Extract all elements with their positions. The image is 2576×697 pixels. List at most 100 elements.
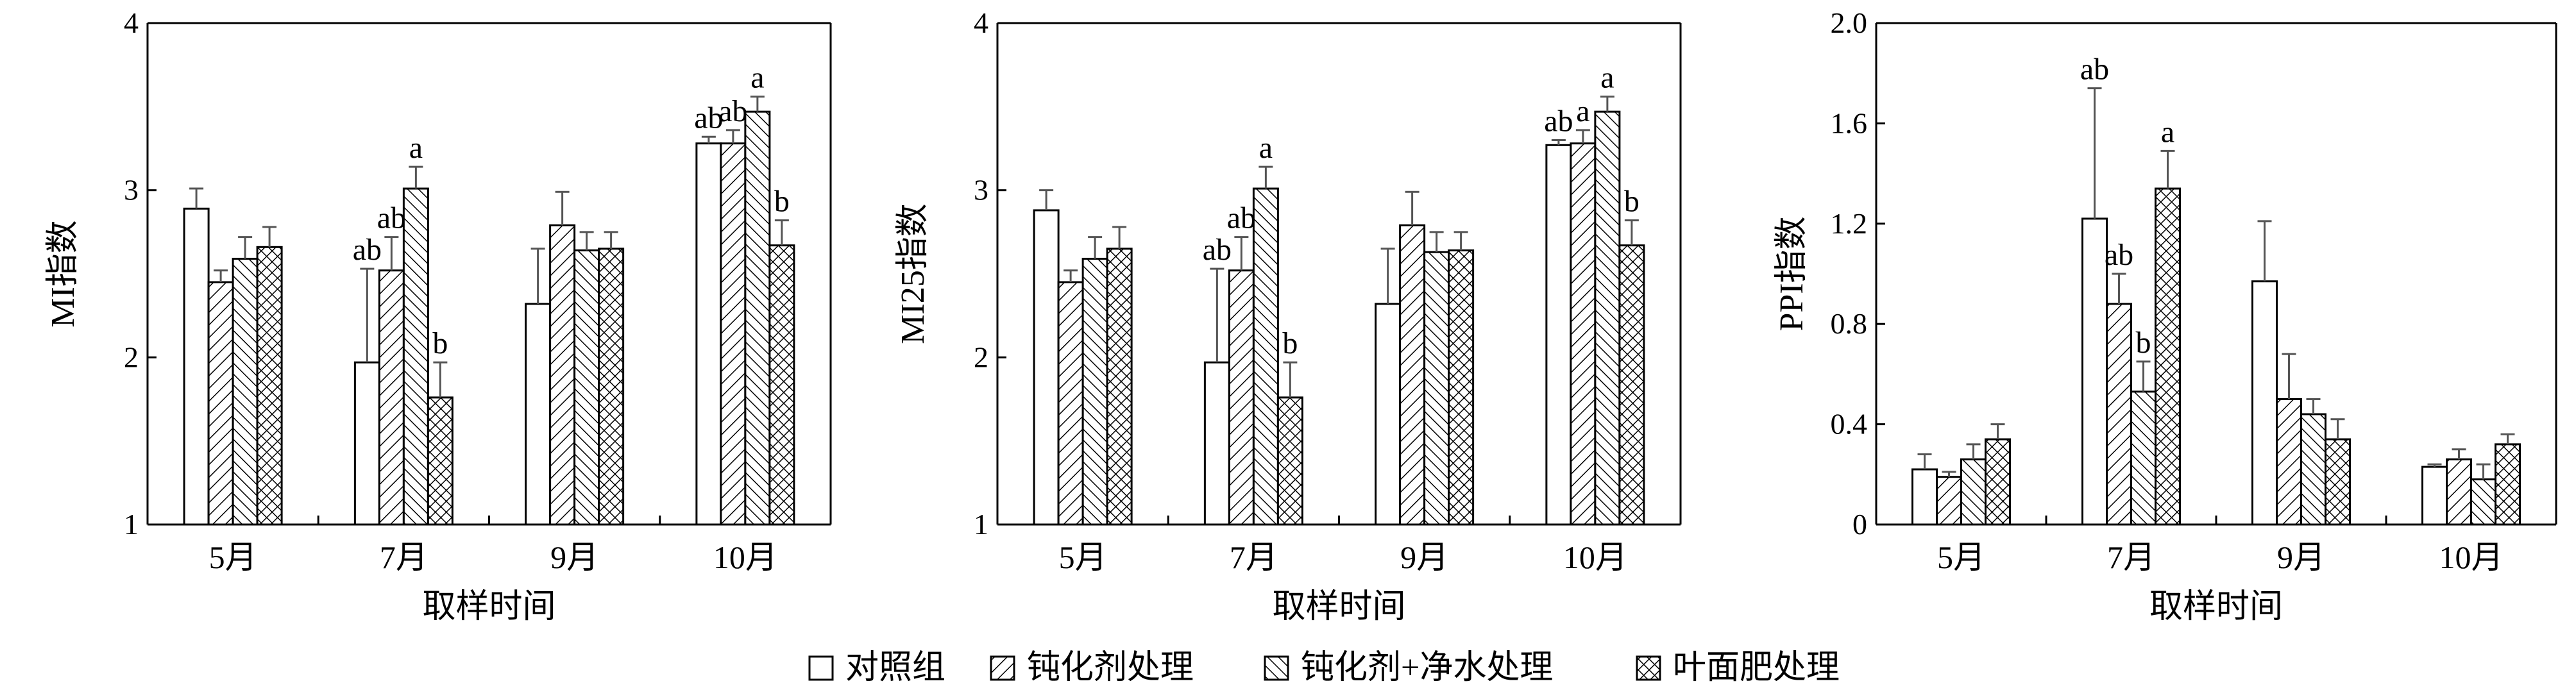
bar: [573, 249, 600, 526]
y-axis-title: MI25指数: [895, 203, 931, 344]
y-tick-label: 0.8: [1831, 307, 1868, 340]
bar: [549, 224, 576, 526]
significance-label: a: [1259, 131, 1273, 165]
y-axis-title: MI指数: [45, 220, 81, 328]
significance-label: ab: [694, 101, 723, 135]
significance-label: a: [2161, 115, 2174, 149]
significance-label: b: [432, 326, 448, 360]
bar: [1594, 110, 1621, 526]
bar: [2155, 187, 2181, 526]
bar: [232, 258, 258, 526]
legend-label: 钝化剂+净水处理: [1301, 650, 1553, 686]
significance-label: b: [1624, 185, 1640, 219]
bar: [1985, 438, 2011, 526]
x-category-label: 9月: [2277, 539, 2325, 575]
bar: [1545, 144, 1572, 526]
legend-swatch: [990, 655, 1015, 681]
significance-label: ab: [718, 94, 747, 128]
bar: [2081, 217, 2108, 526]
bar: [2421, 466, 2448, 526]
bar: [1375, 303, 1402, 526]
bar: [2446, 458, 2472, 526]
significance-label: b: [774, 185, 790, 219]
y-tick-label: 3: [124, 174, 139, 206]
legend-swatch: [1264, 655, 1289, 681]
significance-label: ab: [1227, 201, 1256, 235]
y-tick-label: 4: [124, 6, 139, 39]
bar: [1057, 281, 1084, 526]
x-category-label: 10月: [713, 539, 777, 575]
bar: [1276, 396, 1303, 526]
bar: [720, 142, 747, 526]
x-category-label: 5月: [1059, 539, 1107, 575]
bar: [598, 248, 625, 526]
bar: [1033, 209, 1060, 526]
legend-item: 对照组: [808, 650, 945, 686]
bar: [427, 396, 453, 526]
y-tick-label: 0: [1852, 508, 1867, 541]
bar: [744, 110, 771, 526]
y-tick-label: 2: [974, 340, 988, 373]
y-tick-label: 2.0: [1831, 6, 1868, 39]
y-tick-label: 1.6: [1831, 106, 1868, 139]
bar: [695, 142, 722, 526]
bar: [525, 303, 552, 526]
bar: [183, 207, 210, 526]
bar: [353, 361, 380, 526]
significance-label: ab: [1203, 233, 1232, 267]
bar: [768, 244, 795, 526]
y-tick-label: 4: [974, 6, 988, 39]
x-category-label: 7月: [1230, 539, 1278, 575]
x-category-label: 7月: [2107, 539, 2155, 575]
x-category-label: 5月: [209, 539, 257, 575]
bar: [2130, 390, 2157, 526]
significance-label: ab: [2105, 238, 2133, 272]
bar: [1960, 458, 1987, 526]
significance-label: ab: [353, 233, 382, 267]
bar: [1911, 468, 1938, 526]
x-category-label: 7月: [380, 539, 428, 575]
legend-swatch: [808, 655, 834, 681]
y-tick-label: 1.2: [1831, 207, 1868, 240]
legend-label: 对照组: [845, 650, 945, 686]
legend-label: 叶面肥处理: [1673, 650, 1840, 686]
bar: [1399, 224, 1426, 526]
bar: [1228, 269, 1255, 526]
y-axis-title: PPI指数: [1774, 216, 1810, 331]
bar: [1203, 361, 1230, 526]
significance-label: a: [1576, 94, 1589, 128]
legend-item: 叶面肥处理: [1636, 650, 1840, 686]
x-category-label: 5月: [1937, 539, 1985, 575]
significance-label: a: [750, 61, 764, 95]
bar: [2495, 443, 2521, 526]
bar: [402, 187, 429, 526]
significance-label: b: [1282, 326, 1298, 360]
bar: [1448, 249, 1475, 526]
bar: [378, 269, 405, 526]
legend: 对照组 钝化剂处理 钝化剂+净水处理 叶面肥处理: [808, 650, 1840, 686]
bar: [207, 281, 234, 526]
bar: [2106, 303, 2132, 526]
x-category-label: 10月: [2439, 539, 2504, 575]
significance-label: a: [409, 131, 423, 165]
significance-label: ab: [377, 201, 406, 235]
significance-label: a: [1600, 61, 1614, 95]
y-tick-label: 3: [974, 174, 988, 206]
bar: [1936, 476, 1962, 526]
significance-label: ab: [1544, 104, 1573, 138]
bar: [2470, 478, 2496, 526]
legend-item: 钝化剂处理: [990, 650, 1194, 686]
bar: [2300, 413, 2326, 526]
x-axis-title: 取样时间: [2149, 589, 2283, 625]
x-category-label: 9月: [1400, 539, 1448, 575]
bar: [2251, 280, 2278, 526]
bar: [1106, 248, 1133, 526]
significance-label: b: [2136, 326, 2151, 360]
y-tick-label: 2: [124, 340, 139, 373]
bar: [256, 246, 283, 526]
y-tick-label: 0.4: [1831, 408, 1868, 441]
